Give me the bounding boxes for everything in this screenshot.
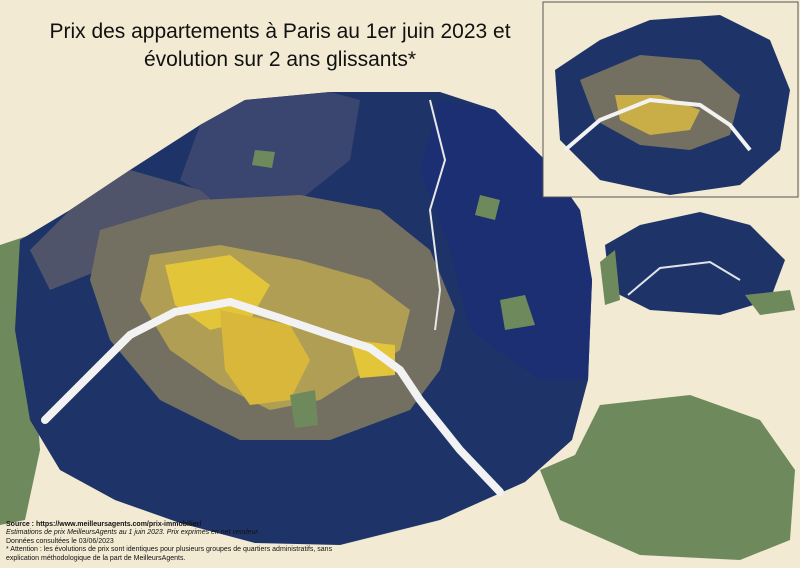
woods xyxy=(600,250,795,315)
woods xyxy=(540,395,795,560)
consulted: Données consultées le 03/06/2023 xyxy=(6,537,114,545)
district xyxy=(350,340,395,378)
seine xyxy=(627,260,741,296)
title-line: évolution sur 2 ans glissants* xyxy=(144,48,416,71)
district xyxy=(220,310,310,405)
canal xyxy=(428,99,447,331)
seine xyxy=(41,297,504,496)
seine xyxy=(563,97,752,152)
source: Source : https://www.meilleursagents.com… xyxy=(6,521,202,528)
district xyxy=(180,92,360,210)
title-line: Prix des appartements à Paris au 1er jui… xyxy=(49,20,511,43)
warning: * Attention : les évolutions de prix son… xyxy=(6,546,333,562)
title: Prix des appartements à Paris au 1er jui… xyxy=(20,18,540,74)
notes: Source : https://www.meilleursagents.com… xyxy=(6,521,346,563)
estimation: Estimations de prix MeilleursAgents au 1… xyxy=(6,529,260,537)
